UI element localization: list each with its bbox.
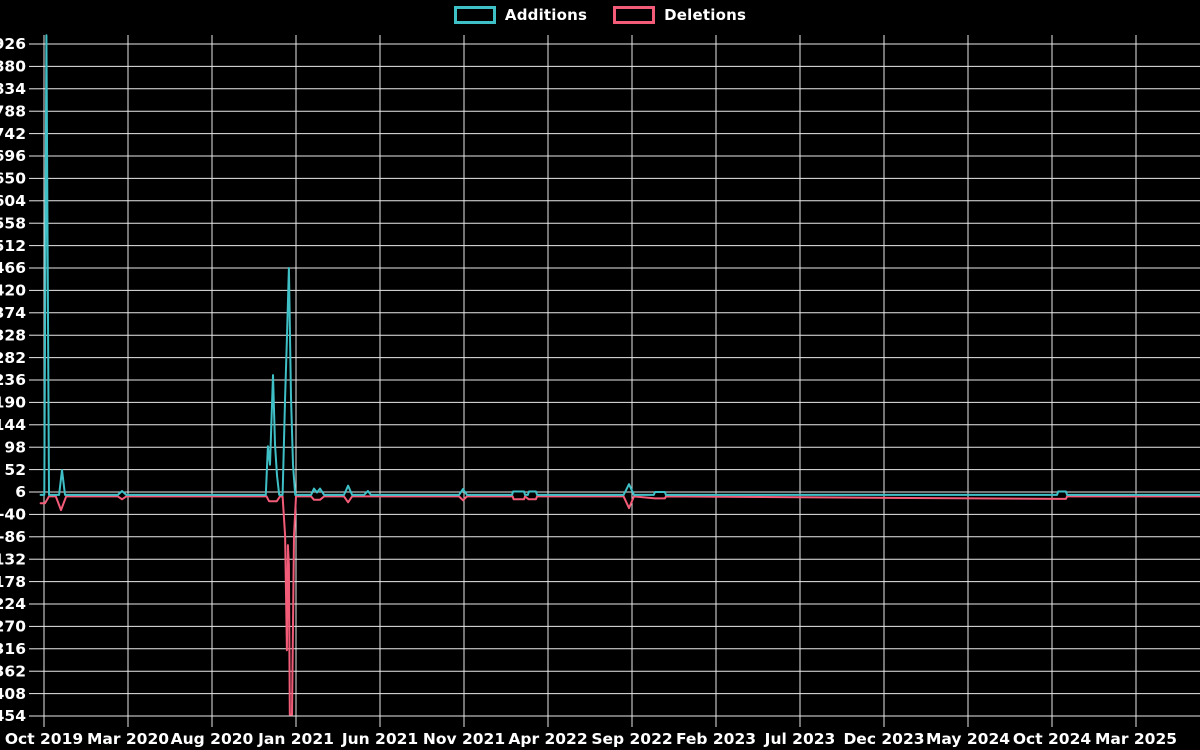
y-tick-label: -270 (0, 618, 26, 636)
y-tick-label: -132 (0, 550, 26, 568)
x-tick-label: Dec 2023 (843, 730, 924, 748)
x-tick-label: May 2024 (926, 730, 1010, 748)
series-line-additions (39, 34, 1200, 496)
y-tick-label: 880 (0, 58, 26, 76)
y-tick-label: 926 (0, 35, 26, 53)
y-tick-label: 788 (0, 102, 26, 120)
x-tick-label: Aug 2020 (171, 730, 254, 748)
x-tick-label: Mar 2025 (1095, 730, 1177, 748)
additions-swatch-icon (453, 6, 496, 24)
x-tick-label: Jan 2021 (257, 730, 334, 748)
y-tick-label: 420 (0, 282, 26, 300)
y-tick-label: -86 (0, 528, 26, 546)
y-tick-label: 328 (0, 326, 26, 344)
y-tick-label: -454 (0, 707, 26, 725)
x-tick-label: Apr 2022 (508, 730, 587, 748)
x-tick-label: Oct 2019 (5, 730, 83, 748)
y-tick-label: -224 (0, 595, 26, 613)
x-tick-label: Nov 2021 (423, 730, 505, 748)
x-tick-label: Feb 2023 (676, 730, 756, 748)
y-tick-label: 98 (4, 438, 26, 456)
legend-label-additions: Additions (504, 6, 588, 24)
y-tick-label: 190 (0, 394, 26, 412)
x-tick-label: Jul 2023 (764, 730, 836, 748)
y-tick-label: 512 (0, 237, 26, 255)
y-tick-label: 742 (0, 125, 26, 143)
y-tick-label: -316 (0, 640, 26, 658)
series-line-deletions (39, 495, 1200, 716)
y-tick-label: 282 (0, 349, 26, 367)
y-tick-label: 374 (0, 304, 26, 322)
deletions-swatch-icon (613, 6, 656, 24)
y-tick-label: -362 (0, 662, 26, 680)
y-tick-label: 650 (0, 170, 26, 188)
x-tick-label: Sep 2022 (591, 730, 672, 748)
y-tick-label: 144 (0, 416, 26, 434)
y-tick-label: 236 (0, 371, 26, 389)
y-tick-label: 52 (4, 461, 26, 479)
y-tick-label: 834 (0, 80, 26, 98)
y-tick-label: -408 (0, 685, 26, 703)
y-tick-label: 558 (0, 214, 26, 232)
legend-item-deletions[interactable]: Deletions (613, 6, 746, 24)
y-tick-label: -178 (0, 573, 26, 591)
y-tick-label: 466 (0, 259, 26, 277)
y-tick-label: 604 (0, 192, 26, 210)
legend-item-additions[interactable]: Additions (453, 6, 588, 24)
y-tick-label: 696 (0, 147, 26, 165)
y-tick-label: -40 (0, 506, 26, 524)
x-tick-label: Jun 2021 (341, 730, 418, 748)
legend-label-deletions: Deletions (664, 6, 747, 24)
chart-legend: Additions Deletions (0, 6, 1200, 24)
x-tick-label: Oct 2024 (1013, 730, 1092, 748)
x-tick-label: Mar 2020 (87, 730, 169, 748)
y-tick-label: 6 (15, 483, 26, 501)
